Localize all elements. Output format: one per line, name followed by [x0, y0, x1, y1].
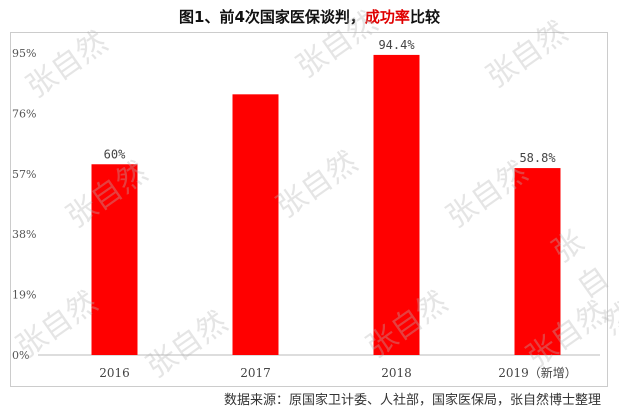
chart-frame — [10, 32, 608, 387]
data-label: 94.4% — [378, 38, 415, 52]
bar-2016 — [91, 164, 138, 355]
data-label: 58.8% — [519, 151, 556, 165]
y-tick-label: 95% — [12, 47, 36, 60]
x-tick-label: 2017 — [240, 366, 271, 380]
data-label: 60% — [104, 147, 126, 161]
title-prefix: 图1、前4次国家医保谈判， — [179, 8, 365, 26]
y-tick-label: 57% — [12, 168, 36, 181]
x-tick-label: 2016 — [99, 366, 130, 380]
title-highlight: 成功率 — [364, 8, 410, 26]
y-tick-label: 0% — [12, 349, 29, 362]
y-tick-label: 38% — [12, 228, 36, 241]
y-tick-label: 76% — [12, 107, 36, 120]
bar-2018 — [373, 54, 420, 355]
source-note: 数据来源：原国家卫计委、人社部，国家医保局，张自然博士整理 — [223, 393, 601, 408]
bar-2019（新增） — [514, 168, 561, 355]
x-tick-label: 2019（新增） — [498, 365, 577, 380]
bar-2017 — [232, 94, 279, 355]
y-tick-label: 19% — [12, 289, 36, 302]
chart-title: 图1、前4次国家医保谈判，成功率比较 — [0, 6, 619, 27]
x-tick-label: 2018 — [381, 366, 412, 380]
title-suffix: 比较 — [409, 8, 440, 26]
